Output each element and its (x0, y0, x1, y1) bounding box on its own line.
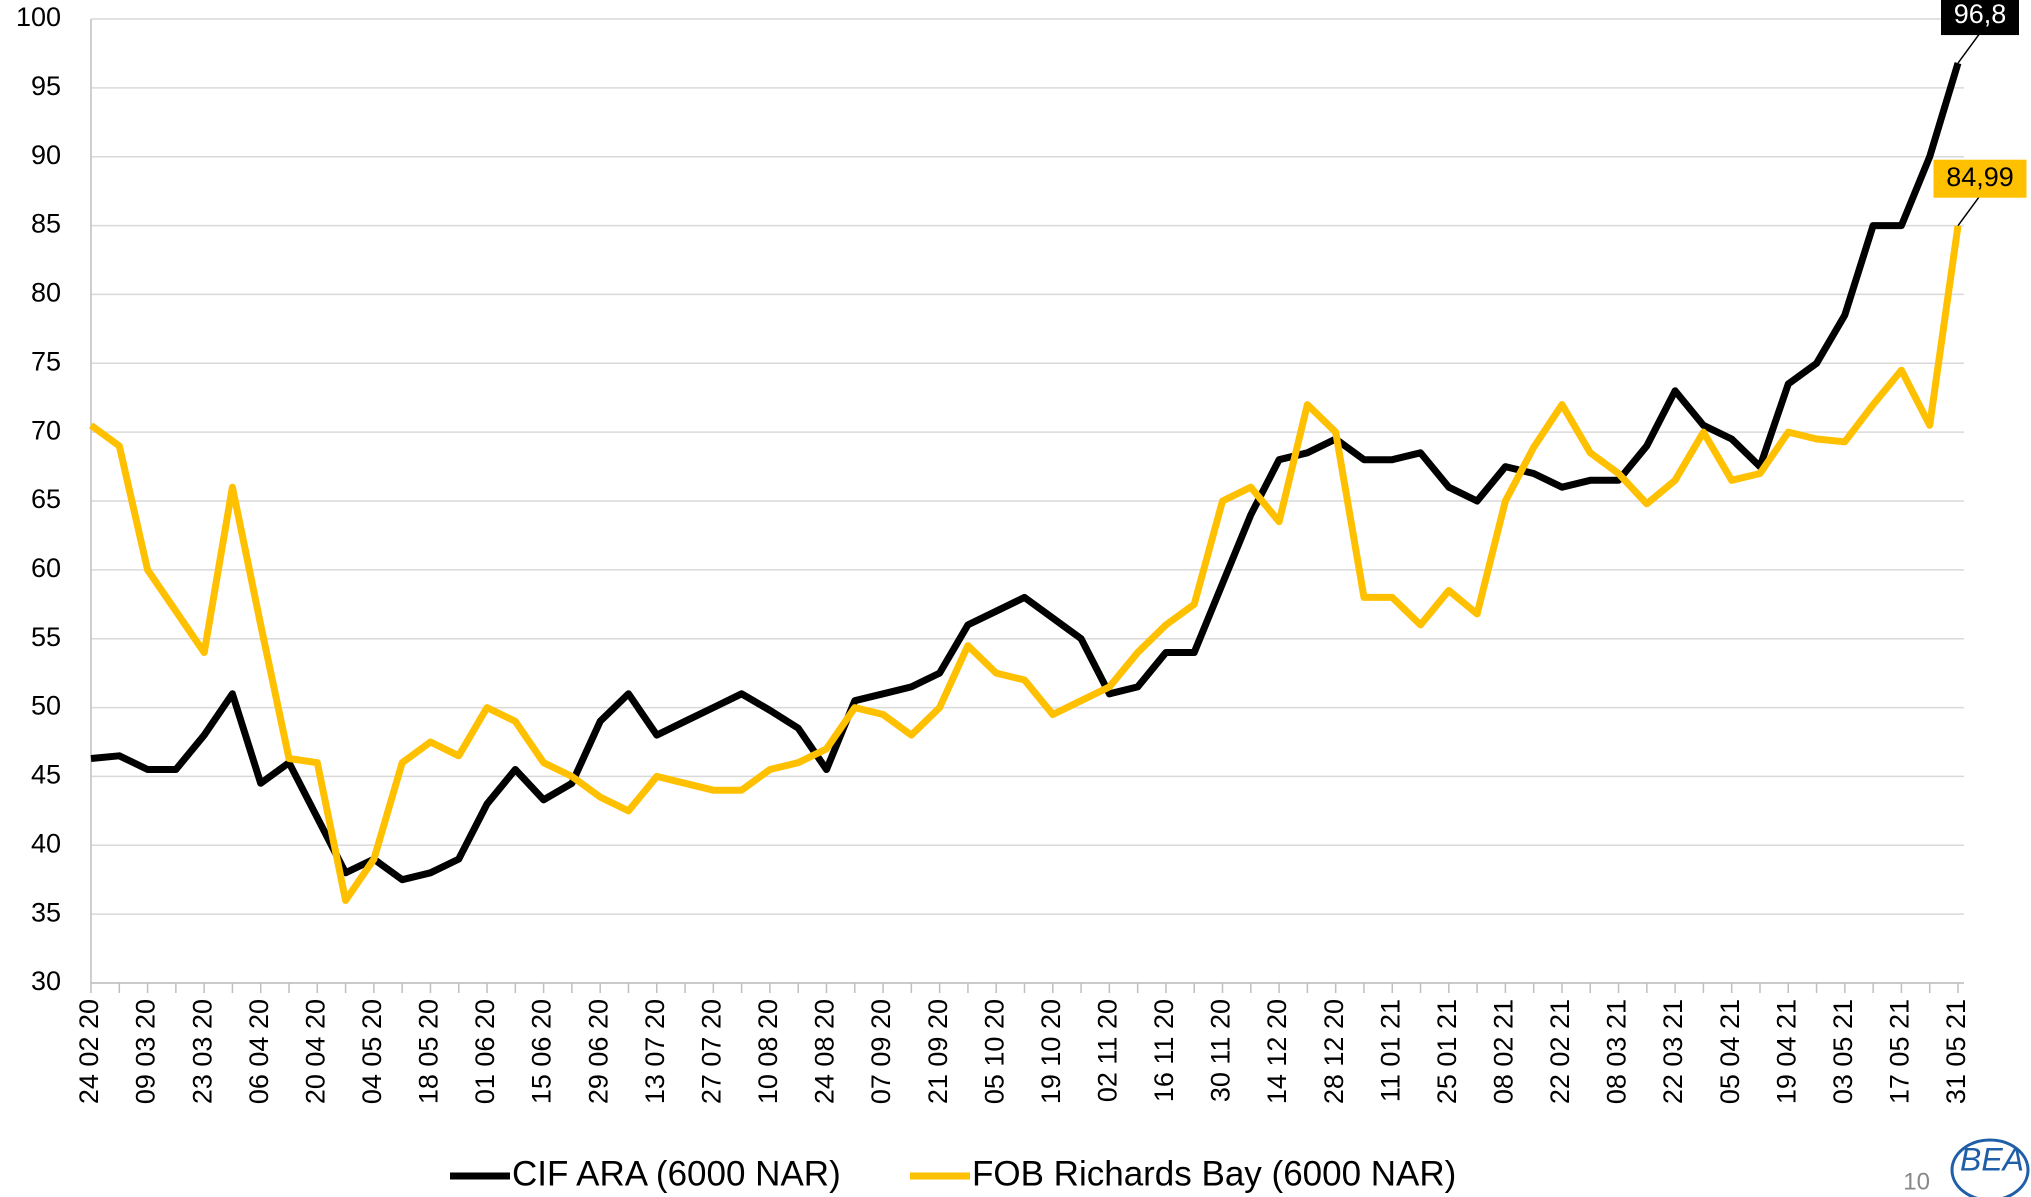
y-tick-label: 75 (31, 346, 61, 376)
y-tick-label: 65 (31, 484, 61, 514)
x-tick-label: 22 03 21 (1658, 999, 1688, 1104)
x-tick-label: 08 03 21 (1602, 999, 1632, 1104)
series-line (90, 62, 1962, 884)
y-tick-label: 45 (31, 760, 61, 790)
y-tick-label: 55 (31, 622, 61, 652)
x-tick-label: 02 11 20 (1092, 999, 1122, 1102)
y-tick-label: 60 (31, 553, 61, 583)
data-label: 96,8 (1954, 0, 2007, 29)
x-tick-label: 07 09 20 (866, 999, 896, 1104)
label-box (1941, 0, 2019, 36)
logo: BEA (1960, 1141, 2024, 1177)
y-tick-label: 35 (31, 897, 61, 927)
x-tick-label: 15 06 20 (527, 999, 557, 1104)
y-tick-label: 50 (31, 691, 61, 721)
label-leader (1957, 32, 1981, 64)
x-tick-label: 28 12 20 (1319, 999, 1349, 1104)
x-tick-label: 14 12 20 (1262, 999, 1292, 1104)
x-tick-label: 30 11 20 (1206, 999, 1236, 1102)
y-tick-label: 80 (31, 278, 61, 308)
x-tick-label: 17 05 21 (1885, 999, 1915, 1104)
series-line (88, 225, 1962, 904)
y-tick-label: 70 (31, 415, 61, 445)
y-tick-label: 40 (31, 828, 61, 858)
x-tick-label: 11 01 21 (1375, 999, 1405, 1102)
x-tick-label: 23 03 20 (187, 999, 217, 1104)
data-label: 84,99 (1946, 162, 2014, 192)
x-tick-label: 29 06 20 (583, 999, 613, 1104)
x-tick-label: 05 10 20 (979, 999, 1009, 1104)
x-tick-label: 03 05 21 (1828, 999, 1858, 1104)
x-tick-label: 01 06 20 (470, 999, 500, 1104)
x-tick-label: 19 10 20 (1036, 999, 1066, 1104)
label-leader (1957, 195, 1981, 227)
x-tick-label: 13 07 20 (640, 999, 670, 1104)
x-tick-label: 10 08 20 (753, 999, 783, 1104)
logo-ring (1950, 1138, 2030, 1197)
x-tick-label: 05 04 21 (1715, 999, 1745, 1104)
y-tick-label: 100 (16, 2, 61, 32)
x-tick-label: 06 04 20 (244, 999, 274, 1104)
x-tick-label: 24 08 20 (810, 999, 840, 1104)
y-tick-label: 85 (31, 209, 61, 239)
label-box (1933, 159, 2027, 198)
x-tick-label: 27 07 20 (696, 999, 726, 1104)
x-tick-label: 08 02 21 (1489, 999, 1519, 1104)
x-tick-label: 20 04 20 (300, 999, 330, 1104)
legend-label: FOB Richards Bay (6000 NAR) (972, 1154, 1456, 1193)
x-tick-label: 31 05 21 (1941, 999, 1971, 1104)
x-tick-label: 18 05 20 (414, 999, 444, 1104)
x-tick-label: 21 09 20 (923, 999, 953, 1104)
x-tick-label: 09 03 20 (131, 999, 161, 1104)
x-tick-label: 16 11 20 (1149, 999, 1179, 1102)
x-tick-label: 19 04 21 (1771, 999, 1801, 1104)
page-number: 10 (1903, 1168, 1930, 1195)
x-tick-label: 22 02 21 (1545, 999, 1575, 1104)
legend-label: CIF ARA (6000 NAR) (512, 1154, 841, 1193)
y-tick-label: 95 (31, 71, 61, 101)
x-tick-label: 04 05 20 (357, 999, 387, 1104)
x-tick-label: 25 01 21 (1432, 999, 1462, 1104)
y-tick-label: 30 (31, 966, 61, 996)
y-tick-label: 90 (31, 140, 61, 170)
x-tick-label: 24 02 20 (74, 999, 104, 1104)
